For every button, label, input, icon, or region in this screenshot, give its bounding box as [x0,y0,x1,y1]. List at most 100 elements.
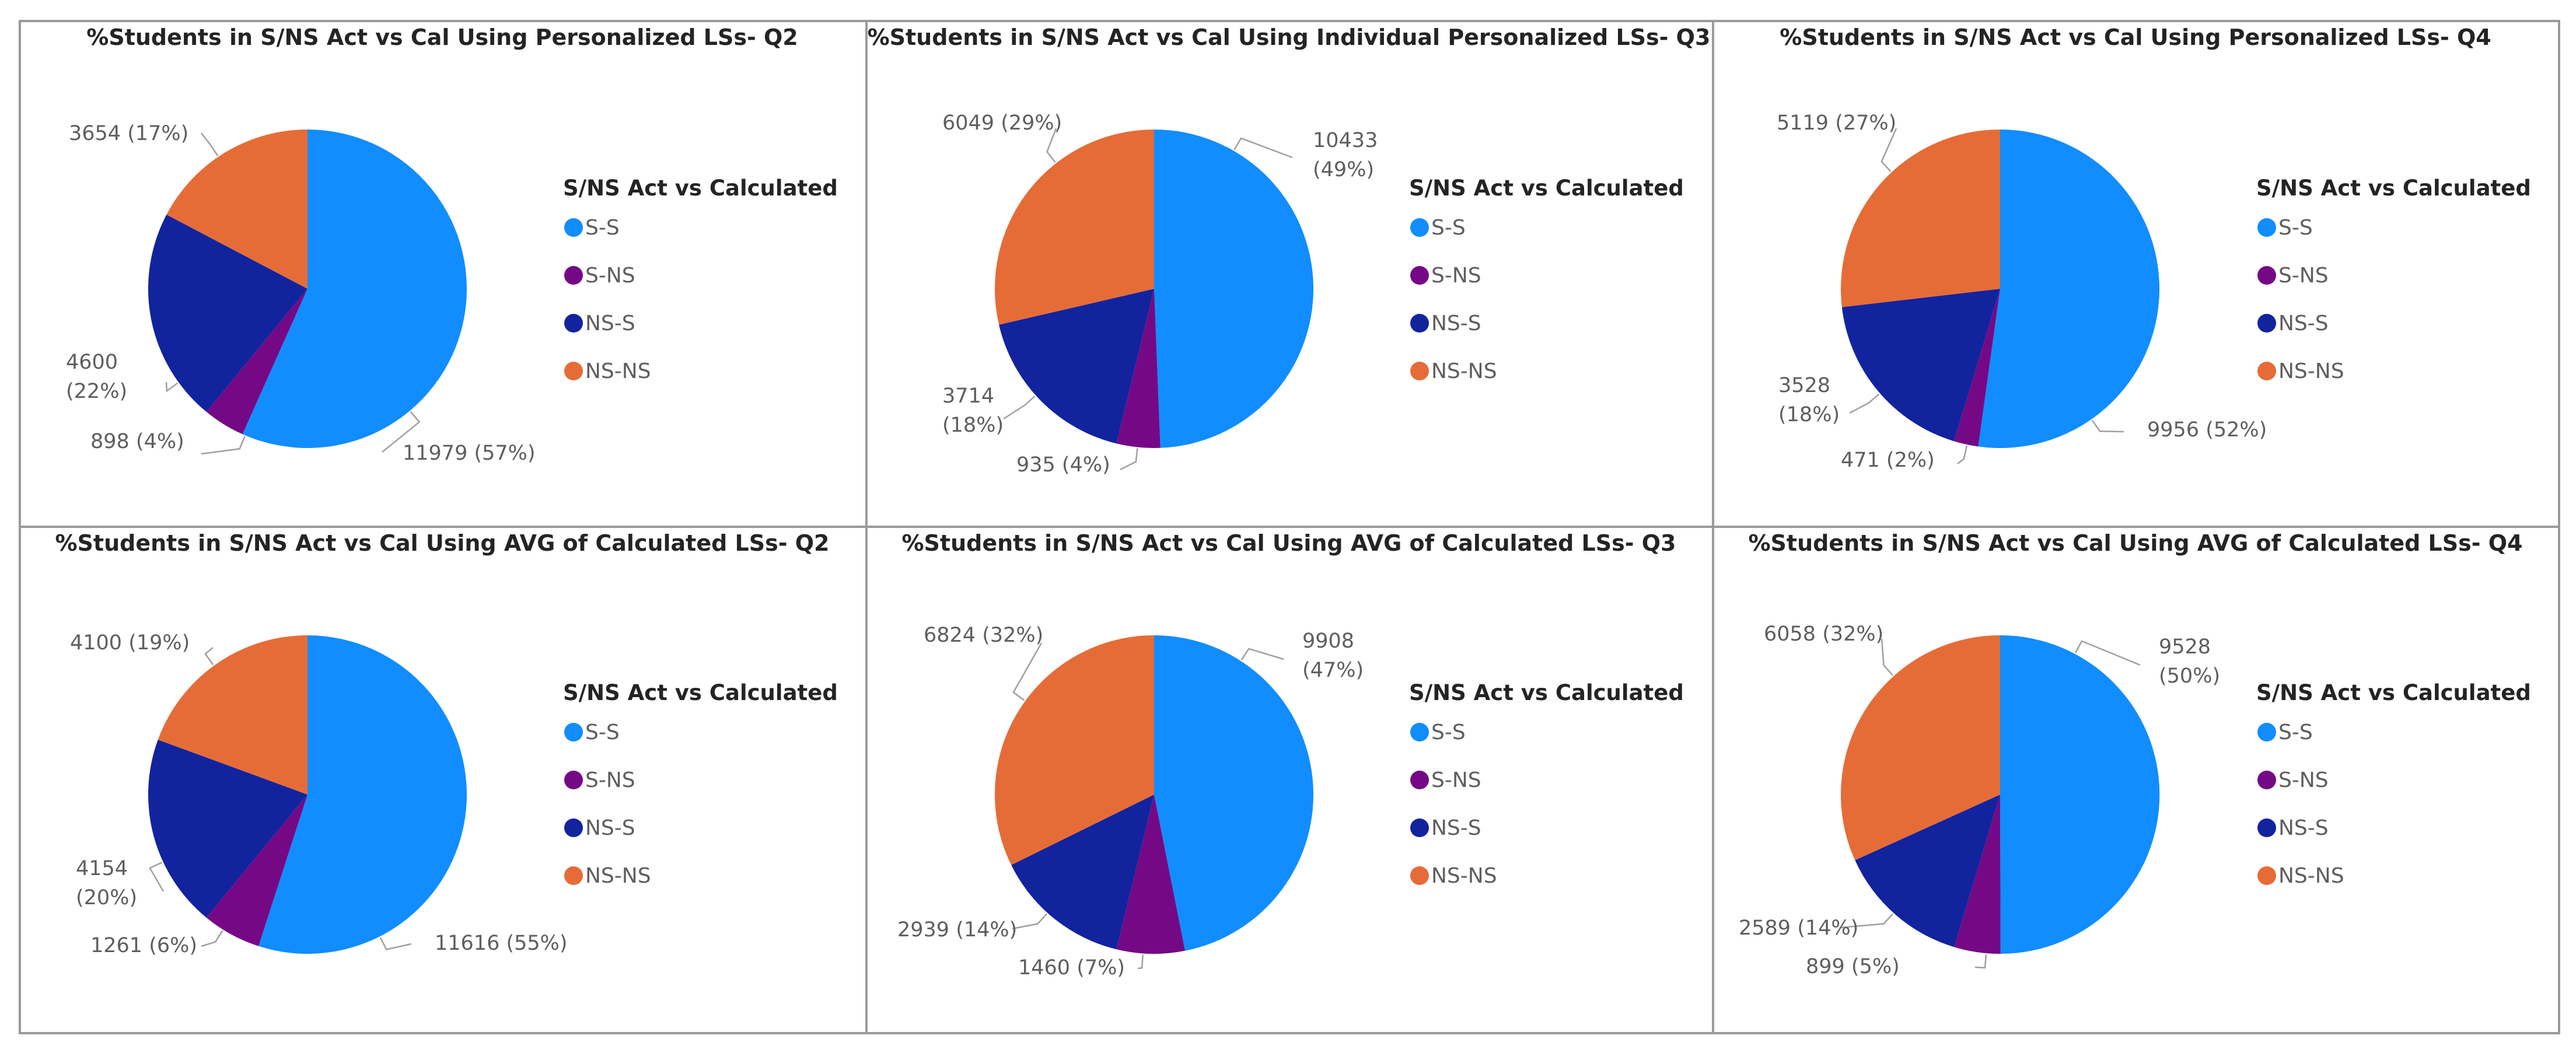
pie-slice-ns-ns[interactable] [995,130,1154,325]
legend-item-ns-s[interactable]: NS-S [1431,816,1481,840]
data-label: (22%) [66,380,127,403]
pie-slice-ns-ns[interactable] [1841,130,2000,307]
data-label: (18%) [1778,403,1840,426]
pie-slice-s-s[interactable] [1154,635,1314,951]
data-label: 4600 [66,351,118,374]
pie-chart-3: %Students in S/NS Act vs Cal Using Perso… [1777,25,2531,472]
legend-item-s-ns[interactable]: S-NS [2278,264,2329,288]
data-label: (47%) [1302,659,1364,682]
legend-marker [564,218,583,237]
legend-marker [2257,818,2276,837]
legend-item-s-ns[interactable]: S-NS [1431,768,1481,792]
legend-item-ns-s[interactable]: NS-S [1431,312,1481,335]
pie-slice-s-s[interactable] [1978,129,2160,449]
legend-item-ns-s[interactable]: NS-S [2278,312,2329,335]
data-label: 6824 (32%) [924,624,1043,647]
pie-slice-s-s[interactable] [1154,130,1314,448]
data-label: 4100 (19%) [70,631,190,655]
legend-item-ns-s[interactable]: NS-S [585,312,635,335]
legend-item-s-ns[interactable]: S-NS [585,768,635,792]
data-label: 9956 (52%) [2147,418,2267,442]
pie-slice-ns-s[interactable] [148,214,307,412]
legend-item-s-s[interactable]: S-S [2278,720,2313,744]
leader-line [379,937,412,950]
pie-slice-s-ns[interactable] [206,289,307,435]
pie-slice-s-ns[interactable] [1954,795,2001,954]
legend-title: S/NS Act vs Calculated [563,176,838,201]
legend-marker [2257,866,2276,885]
data-label: 3528 [1778,374,1830,397]
leader-line [1849,393,1880,414]
leader-line [201,930,223,947]
legend-title: S/NS Act vs Calculated [2256,680,2531,705]
pie-slice-s-s[interactable] [258,635,467,954]
legend-item-s-s[interactable]: S-S [1431,720,1466,744]
chart-title: %Students in S/NS Act vs Cal Using AVG o… [1748,530,2522,556]
legend-title: S/NS Act vs Calculated [1409,680,1684,705]
data-label: 935 (4%) [1016,453,1110,477]
legend-item-ns-ns[interactable]: NS-NS [2278,359,2344,383]
leader-line [201,436,246,455]
chart-title: %Students in S/NS Act vs Cal Using Perso… [1780,25,2491,50]
legend-title: S/NS Act vs Calculated [563,680,838,705]
chart-title: %Students in S/NS Act vs Cal Using AVG o… [901,530,1676,556]
legend-item-s-ns[interactable]: S-NS [2278,768,2329,792]
leader-line [1012,642,1043,701]
pie-slice-ns-s[interactable] [148,739,307,918]
legend-item-ns-s[interactable]: NS-S [585,816,635,840]
pie-slice-ns-ns[interactable] [158,635,307,795]
legend-marker [1410,266,1429,285]
legend-marker [1410,818,1429,837]
legend-marker [2257,771,2276,789]
pie-slice-ns-ns[interactable] [166,129,307,289]
data-label: 6058 (32%) [1764,622,1883,646]
legend-item-ns-s[interactable]: NS-S [2278,816,2329,840]
pie-slice-ns-s[interactable] [1011,795,1154,950]
legend-marker [1410,218,1429,237]
pie-slice-ns-s[interactable] [1841,289,2000,442]
legend-item-s-s[interactable]: S-S [585,720,620,744]
legend-marker [2257,266,2276,285]
leader-line [2074,640,2141,666]
data-label: 1261 (6%) [90,934,197,957]
pie-slice-s-s[interactable] [2000,635,2160,954]
data-label: 471 (2%) [1841,449,1935,472]
legend-item-s-ns[interactable]: S-NS [1431,264,1481,288]
leader-line [165,382,179,393]
legend-item-s-ns[interactable]: S-NS [585,264,635,288]
pie-slice-ns-s[interactable] [999,289,1154,444]
legend-marker [1410,866,1429,885]
leader-line [2091,419,2124,433]
legend-item-ns-ns[interactable]: NS-NS [1431,864,1497,888]
leader-line [1233,137,1293,159]
leader-line [1046,128,1057,163]
data-label: 899 (5%) [1806,955,1900,978]
pie-slice-s-ns[interactable] [1116,795,1186,954]
pie-chart-2: %Students in S/NS Act vs Cal Using Indiv… [868,25,1711,477]
chart-title: %Students in S/NS Act vs Cal Using AVG o… [55,530,829,556]
legend-marker [2257,362,2276,380]
pie-slice-s-ns[interactable] [1116,289,1161,449]
legend-item-s-s[interactable]: S-S [1431,216,1466,240]
pie-slice-s-ns[interactable] [1954,289,2000,447]
legend-item-ns-ns[interactable]: NS-NS [1431,359,1497,383]
pie-slice-ns-ns[interactable] [994,635,1154,865]
pie-slice-ns-s[interactable] [1855,795,2000,947]
data-label: (20%) [76,886,137,909]
leader-line [1881,638,1893,676]
legend-marker [2257,723,2276,741]
data-label: (49%) [1313,158,1374,181]
pie-slice-ns-ns[interactable] [1840,635,2000,860]
leader-line [1974,954,1987,969]
legend-marker [564,314,583,333]
pie-slice-s-ns[interactable] [206,795,307,946]
leader-line [1003,396,1036,420]
legend-item-ns-ns[interactable]: NS-NS [585,864,651,888]
pie-chart-1: %Students in S/NS Act vs Cal Using Perso… [66,25,838,465]
pie-slice-s-s[interactable] [242,130,467,448]
legend-item-s-s[interactable]: S-S [2278,216,2313,240]
legend-item-ns-ns[interactable]: NS-NS [2278,864,2344,888]
legend-item-s-s[interactable]: S-S [585,216,620,240]
legend-item-ns-ns[interactable]: NS-NS [585,359,651,383]
